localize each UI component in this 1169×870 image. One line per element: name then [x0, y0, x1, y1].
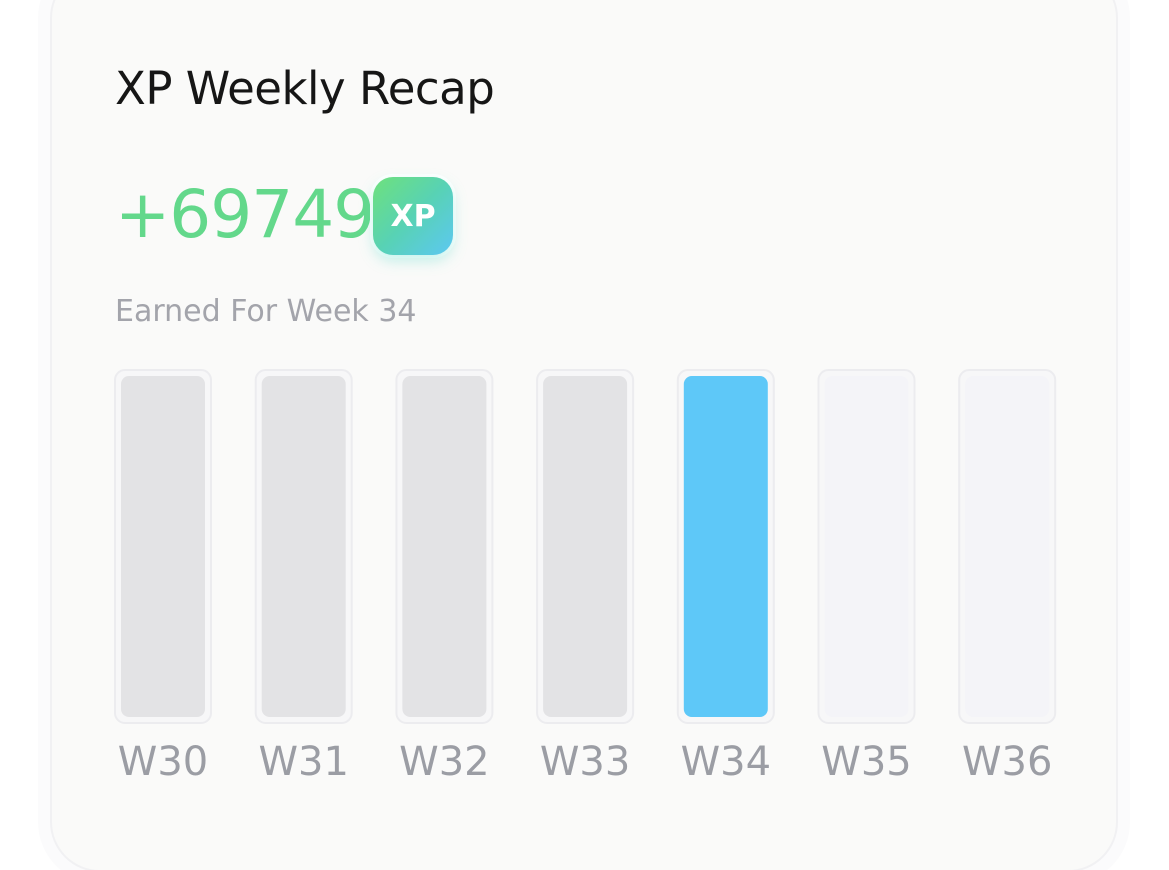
week-label: W32	[399, 739, 489, 785]
page: {"title": "XP Weekly Recap", "amount": "…	[114, 62, 1057, 785]
title: XP Weekly Recap	[115, 62, 495, 115]
week-bars: W30 W31 W32 W33 W34 W35 W36	[114, 369, 1057, 785]
bar	[824, 376, 909, 717]
week-label: W31	[258, 739, 348, 785]
subtitle: Earned For Week 34	[115, 294, 417, 329]
bar	[402, 376, 487, 717]
week-label: W35	[821, 739, 911, 785]
bar	[683, 376, 768, 717]
xp-badge: XP	[373, 177, 453, 255]
bar	[121, 376, 205, 717]
week-label: W33	[540, 739, 630, 785]
bar	[543, 376, 628, 717]
week-label: W30	[118, 739, 208, 785]
bar	[965, 376, 1050, 717]
xp-amount: +69749	[115, 176, 375, 253]
week-label: W34	[681, 739, 771, 785]
week-label: W36	[962, 739, 1052, 785]
bar	[261, 376, 346, 717]
